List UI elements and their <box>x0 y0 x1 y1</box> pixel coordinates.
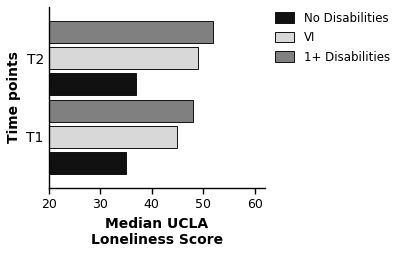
X-axis label: Median UCLA
Loneliness Score: Median UCLA Loneliness Score <box>91 217 223 247</box>
Bar <box>49 152 126 174</box>
Legend: No Disabilities, VI, 1+ Disabilities: No Disabilities, VI, 1+ Disabilities <box>273 9 392 66</box>
Bar <box>49 126 177 148</box>
Bar <box>49 100 193 122</box>
Y-axis label: Time points: Time points <box>7 52 21 143</box>
Bar <box>49 21 214 43</box>
Bar <box>49 47 198 69</box>
Bar <box>49 73 136 95</box>
